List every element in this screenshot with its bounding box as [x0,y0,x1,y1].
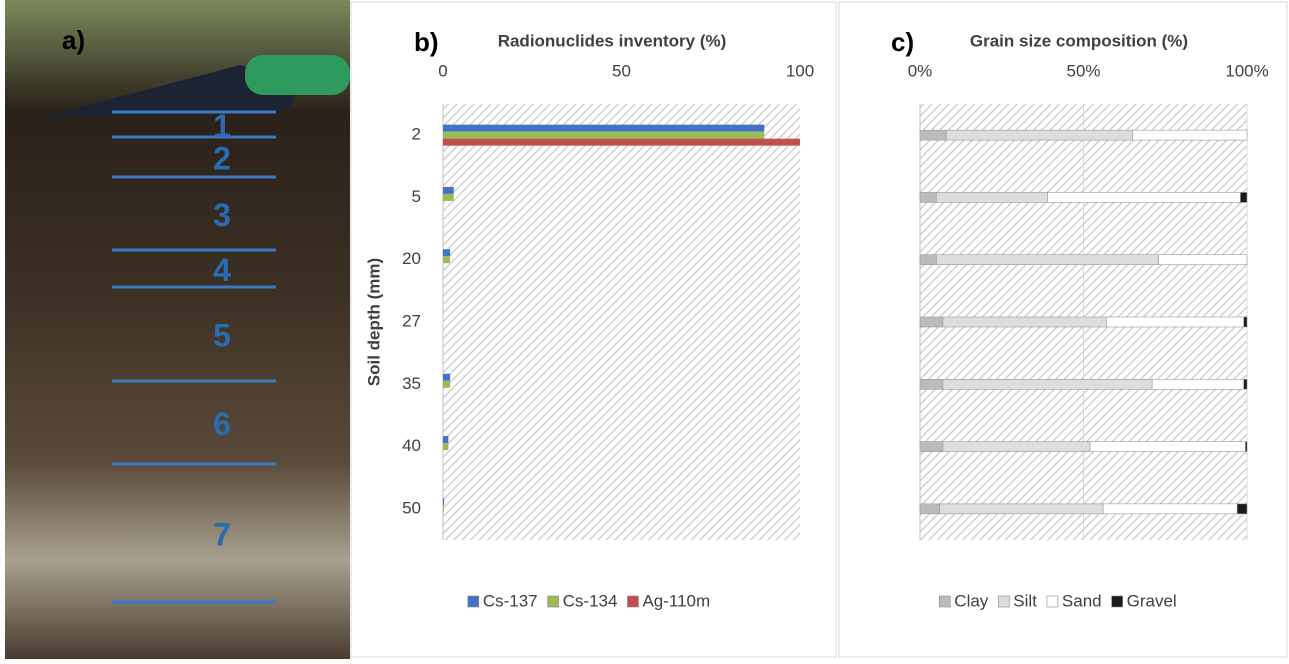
legend-swatch [998,595,1010,608]
bar-segment [1151,378,1245,390]
legend-label: Cs-137 [483,591,538,610]
bar-segment [919,441,944,452]
chart-title: Radionuclides inventory (%) [498,31,727,50]
photo-panel: a) 12 3 4 5 6 7 [5,0,350,659]
panel-label: c) [891,27,914,57]
panel-frame [838,1,1288,658]
y-axis-label: Soil depth (mm) [364,258,383,386]
layer-number: 7 [213,516,231,552]
bar-segment [919,316,944,328]
bar [443,124,765,132]
legend-swatch [547,595,559,608]
bar-segment [1102,503,1238,515]
bar [443,249,451,257]
legend-swatch [627,595,639,608]
x-tick-label: 100% [1225,61,1268,80]
y-tick-label: 40 [402,436,421,455]
x-tick-label: 100 [786,61,814,80]
y-tick-label: 50 [402,498,421,517]
bar-segment [936,192,1048,203]
bar-segment [942,316,1107,328]
y-tick-label: 35 [402,374,421,393]
bar-segment [1106,316,1245,328]
legend-label: Sand [1062,591,1102,610]
bar-segment [1158,254,1248,266]
x-tick-label: 0 [438,61,447,80]
y-tick-label: 2 [412,125,421,144]
legend-label: Ag-110m [642,591,710,610]
legend-label: Cs-134 [563,591,618,610]
legend-item: Cs-137 [467,591,538,610]
x-tick-label: 50% [1066,61,1100,80]
bar-segment [919,129,947,141]
bar [443,256,451,264]
bar-segment [1132,129,1248,141]
legend-item: Sand [1046,591,1102,610]
shovel [40,65,300,118]
legend-label: Gravel [1127,591,1177,610]
legend-item: Gravel [1111,591,1177,610]
bar [443,498,445,506]
y-tick-label: 27 [402,311,421,330]
y-tick-label: 20 [402,249,421,268]
chart-title: Grain size composition (%) [970,31,1188,50]
legend-item: Clay [938,591,989,610]
legend-item: Silt [998,591,1037,610]
bar [443,380,451,388]
bar-segment [945,129,1133,141]
legend-label: Clay [954,591,989,610]
bar-segment [919,192,937,203]
layer-number: 2 [213,140,231,176]
bar-segment [1236,503,1248,515]
legend-swatch [938,595,951,608]
bar-segment [936,254,1160,266]
y-tick-label: 5 [412,187,421,206]
bar [443,443,449,451]
layer-number: 6 [213,406,231,442]
bar [443,186,454,194]
bar-segment [919,254,937,266]
panel-frame [350,1,837,658]
bar [443,193,454,201]
bar-segment [942,378,1153,390]
layer-number: 1 [213,108,231,144]
bar-segment [939,503,1104,515]
legend-label: Silt [1013,591,1037,610]
plot-area [443,104,800,540]
panel-label: a) [62,25,85,55]
legend-swatch [467,595,480,608]
bar-segment [942,441,1091,452]
layer-number: 3 [213,197,231,233]
bar-segment [1243,378,1248,390]
x-tick-label: 0% [908,61,933,80]
bar-segment [1243,316,1248,328]
shovel-handle [245,55,350,95]
bar [443,373,451,381]
bar [443,138,800,146]
bar [443,505,445,513]
legend-swatch [1046,595,1059,608]
layer-number: 5 [213,317,231,353]
bar [443,131,765,139]
bar-segment [1245,441,1248,452]
bar-segment [1089,441,1246,452]
layer-number: 4 [213,252,231,288]
bar-segment [1047,192,1241,203]
legend-swatch [1111,595,1123,608]
bar [443,436,449,444]
bar-segment [919,503,940,515]
panel-label: b) [414,27,439,57]
legend-item: Ag-110m [627,591,710,610]
legend-item: Cs-134 [547,591,618,610]
bar-segment [919,378,944,390]
bar-segment [1240,192,1248,203]
x-tick-label: 50 [612,61,631,80]
